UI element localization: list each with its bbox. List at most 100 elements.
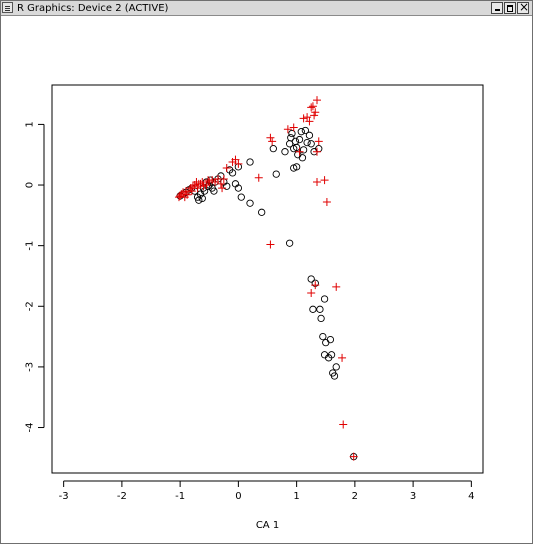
column-point xyxy=(320,176,329,185)
column-point xyxy=(266,133,275,142)
column-point xyxy=(307,288,316,297)
row-point xyxy=(246,158,254,166)
column-point xyxy=(268,137,277,146)
y-tick-label: -1 xyxy=(25,241,36,251)
x-tick-label: 1 xyxy=(293,491,299,502)
row-point xyxy=(332,363,340,371)
plot-area: -3 -2 -1 0 1 2 3 4 -4 -3 -2 -1 0 1 CA 1 xyxy=(1,16,532,543)
x-tick-label: 3 xyxy=(410,491,416,502)
column-point xyxy=(254,173,263,182)
column-point xyxy=(311,281,320,290)
y-tick-label: -3 xyxy=(25,362,36,372)
column-point xyxy=(307,103,316,112)
column-point xyxy=(218,184,227,193)
column-point xyxy=(283,125,292,134)
plot-box xyxy=(51,84,484,474)
column-point xyxy=(234,159,243,168)
row-point xyxy=(258,208,266,216)
row-point xyxy=(269,145,277,153)
row-point xyxy=(305,131,314,139)
row-point xyxy=(298,154,307,162)
row-point xyxy=(291,137,300,146)
row-point xyxy=(223,182,231,190)
column-point xyxy=(219,174,228,183)
y-axis: -4 -3 -2 -1 0 1 xyxy=(25,121,45,433)
x-tick-label: 4 xyxy=(468,491,474,502)
column-point xyxy=(216,179,225,188)
row-point xyxy=(317,314,325,323)
row-point xyxy=(234,184,243,192)
row-point xyxy=(295,135,304,144)
row-point xyxy=(297,128,305,136)
x-axis-label: CA 1 xyxy=(256,520,279,531)
column-point xyxy=(295,147,304,156)
row-point xyxy=(287,134,295,142)
row-point xyxy=(292,143,301,152)
row-point xyxy=(307,140,315,148)
data-points xyxy=(174,96,358,461)
row-point xyxy=(326,335,335,344)
row-point xyxy=(281,148,289,156)
row-point xyxy=(320,295,329,303)
row-point xyxy=(322,339,330,347)
column-point xyxy=(198,178,207,186)
x-tick-label: -2 xyxy=(117,491,127,502)
row-point xyxy=(320,351,329,359)
column-point xyxy=(188,182,197,191)
x-tick-label: -3 xyxy=(59,491,69,502)
column-point xyxy=(349,452,358,461)
y-tick-label: -2 xyxy=(25,301,36,311)
column-point xyxy=(339,420,348,429)
column-point xyxy=(305,117,314,126)
y-tick-label: 0 xyxy=(25,182,36,188)
row-point xyxy=(288,129,296,138)
column-point xyxy=(332,282,341,291)
minimize-icon[interactable] xyxy=(491,2,503,14)
column-point xyxy=(183,190,192,199)
x-axis: -3 -2 -1 0 1 2 3 4 xyxy=(59,480,475,502)
column-point xyxy=(231,155,240,164)
row-point xyxy=(327,351,336,359)
column-point xyxy=(313,178,322,186)
column-point xyxy=(187,187,196,196)
row-point xyxy=(285,239,294,247)
maximize-icon[interactable] xyxy=(504,2,516,14)
column-point xyxy=(308,102,317,111)
column-point xyxy=(289,123,298,132)
ca-scatter-plot: -3 -2 -1 0 1 2 3 4 -4 -3 -2 -1 0 1 CA 1 xyxy=(25,84,484,531)
row-point xyxy=(210,187,218,195)
row-point xyxy=(299,146,308,154)
x-tick-label: 0 xyxy=(235,491,241,502)
column-point xyxy=(222,164,231,173)
column-point xyxy=(299,114,308,123)
window-menu-icon[interactable] xyxy=(2,2,13,13)
column-point xyxy=(311,108,320,117)
row-point xyxy=(330,372,339,380)
y-tick-label: -4 xyxy=(25,423,36,433)
row-point xyxy=(319,332,327,341)
row-point xyxy=(200,187,209,195)
x-tick-label: 2 xyxy=(352,491,358,502)
row-point xyxy=(246,199,254,207)
x-tick-label: -1 xyxy=(175,491,185,502)
window-title: R Graphics: Device 2 (ACTIVE) xyxy=(17,3,169,14)
row-point xyxy=(316,305,324,313)
close-icon[interactable] xyxy=(517,0,529,14)
row-point xyxy=(228,169,237,177)
y-tick-label: 1 xyxy=(25,121,36,127)
column-point xyxy=(303,113,312,122)
title-bar[interactable]: R Graphics: Device 2 (ACTIVE) xyxy=(1,0,532,16)
column-point xyxy=(338,353,347,362)
column-point xyxy=(193,184,202,193)
column-point xyxy=(314,137,323,146)
column-point xyxy=(313,96,322,105)
row-point xyxy=(237,193,245,201)
row-point xyxy=(307,275,315,283)
row-point xyxy=(292,163,301,171)
row-point xyxy=(301,126,310,135)
row-point xyxy=(309,305,317,313)
column-point xyxy=(266,240,275,249)
column-point xyxy=(313,147,322,156)
row-point xyxy=(303,138,311,147)
